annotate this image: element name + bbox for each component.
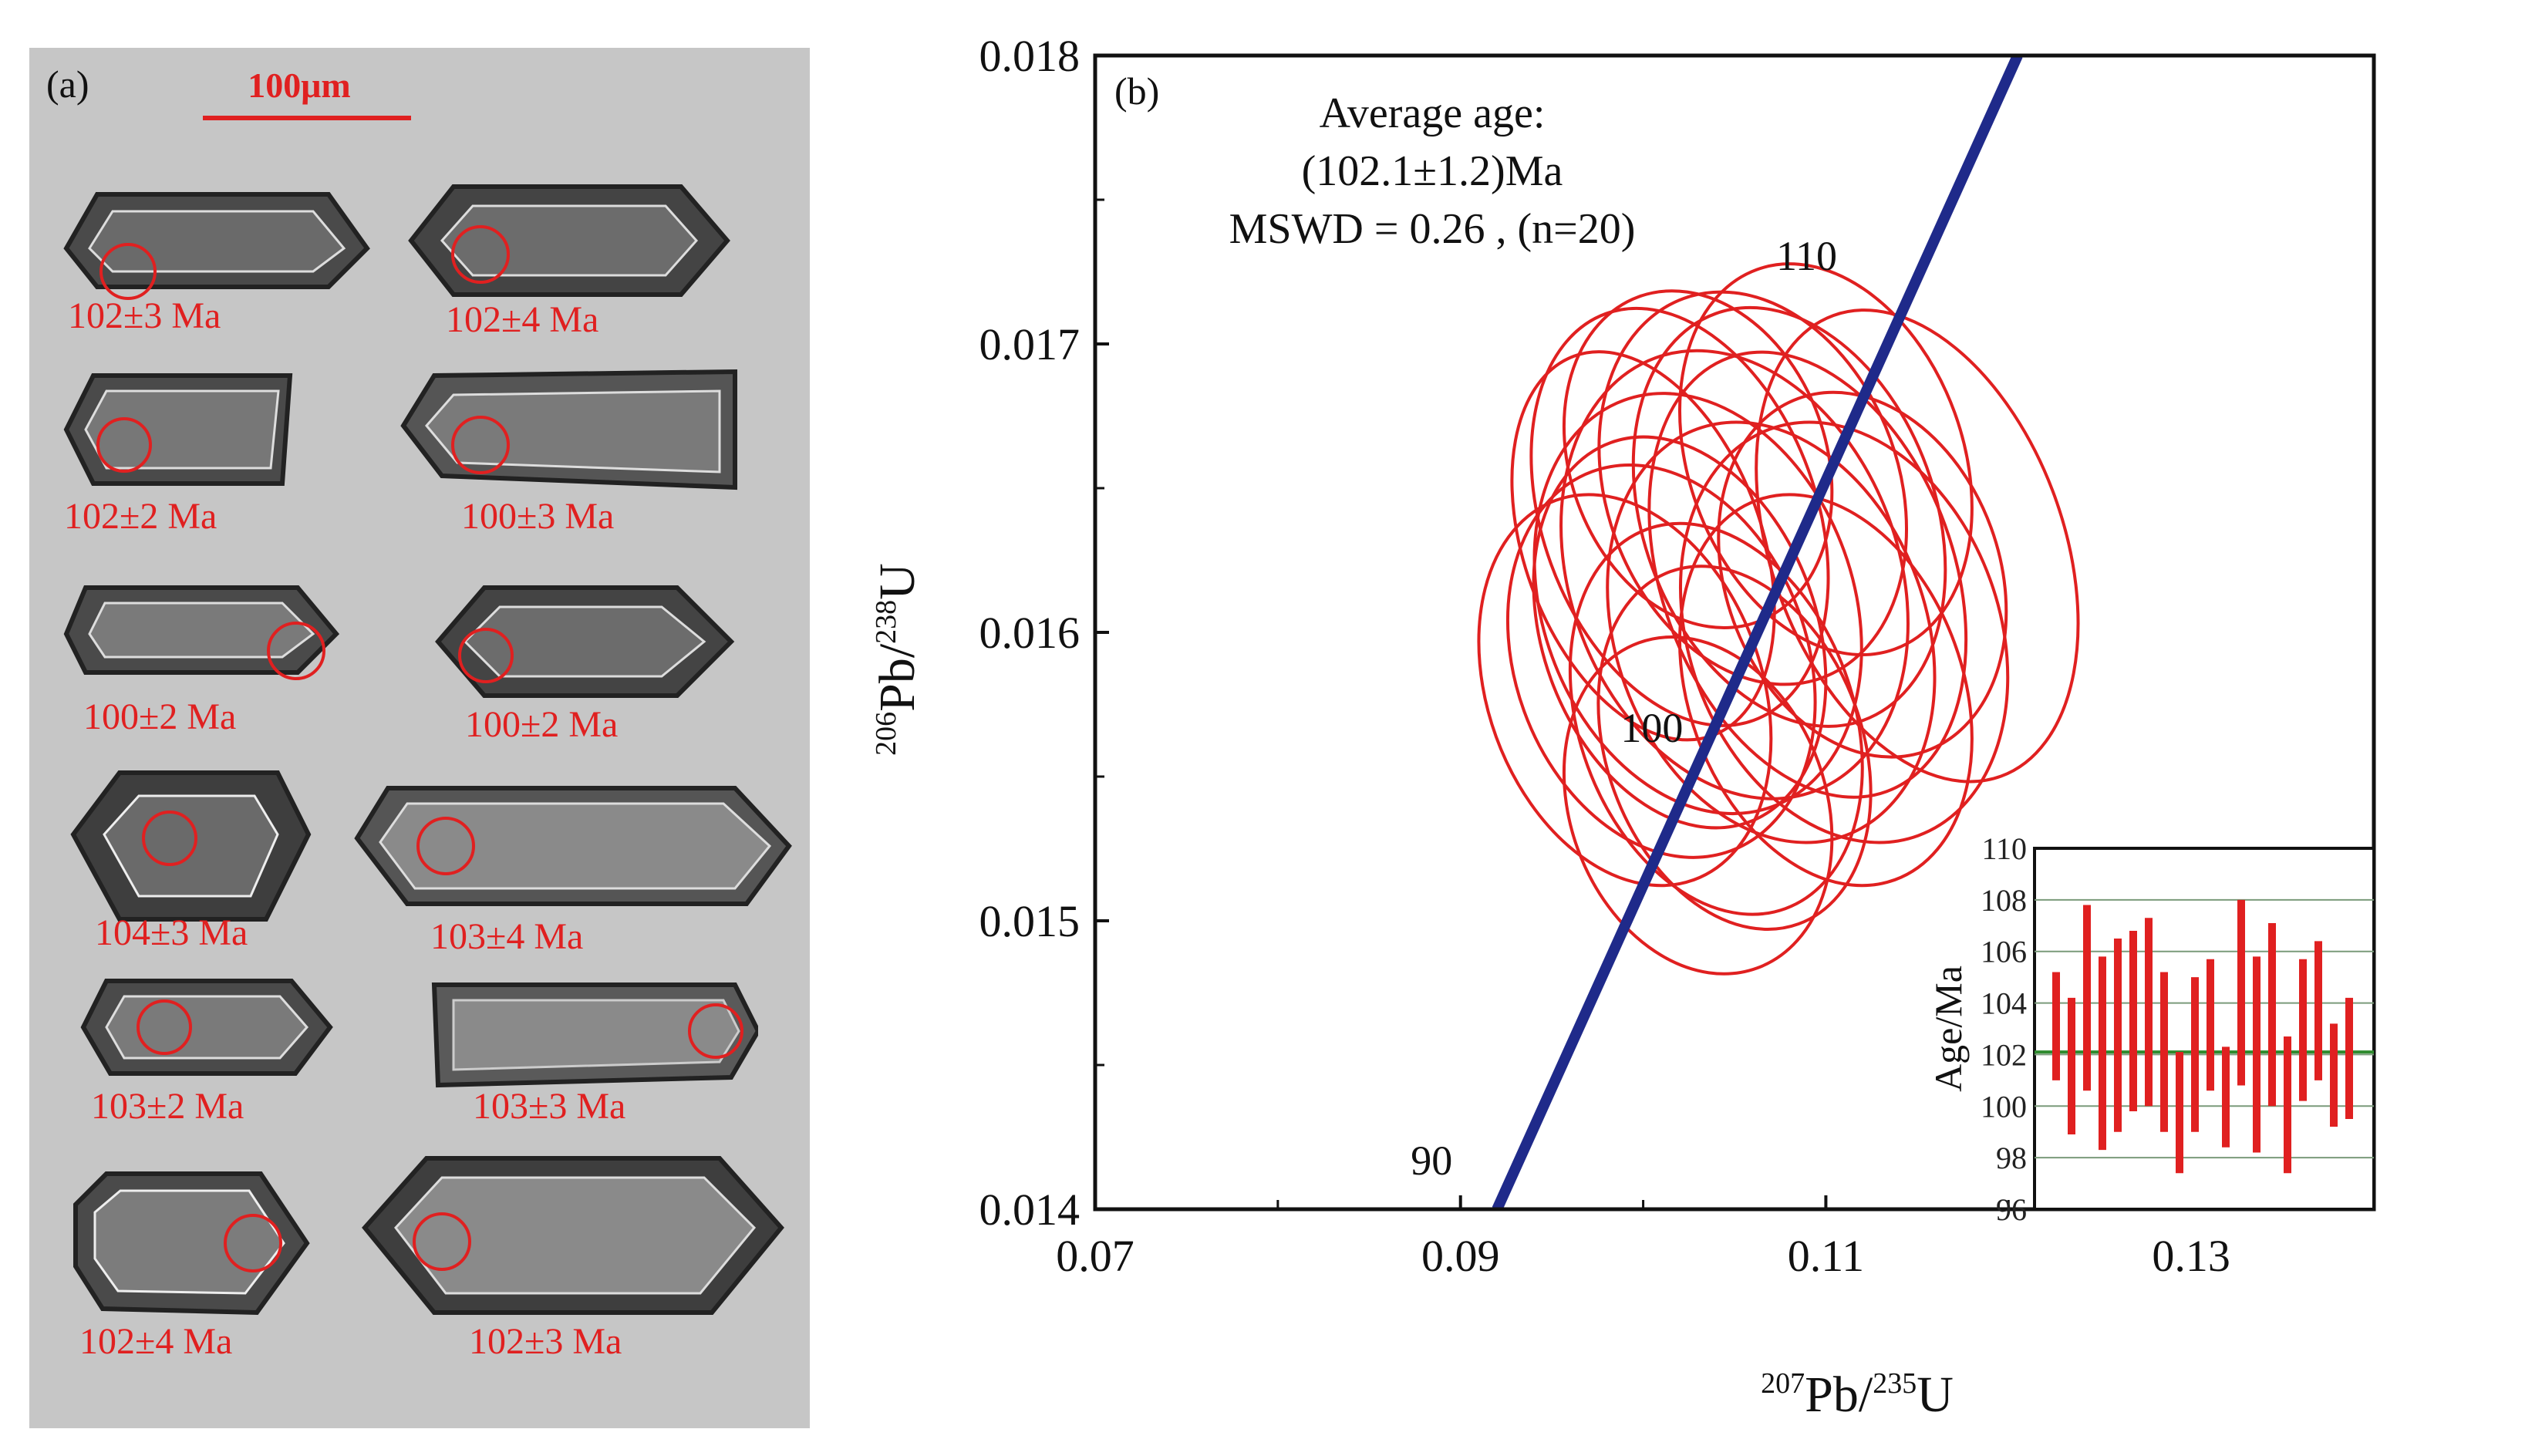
- error-ellipse: [1755, 308, 2080, 784]
- x-tick-label: 0.09: [1421, 1231, 1500, 1281]
- zircon-grain: [63, 192, 370, 300]
- y-axis-label-main2: U: [869, 563, 925, 600]
- error-ellipse: [1532, 392, 1863, 816]
- concordia-age-mark: 110: [1776, 233, 1837, 279]
- inset-y-tick-label: 110: [1981, 831, 2027, 866]
- y-tick-label: 0.014: [979, 1185, 1081, 1235]
- scale-bar: [203, 116, 411, 120]
- zircon-grain: [431, 982, 758, 1088]
- grain-age-label: 103±3 Ma: [473, 1086, 626, 1127]
- average-age-label: Average age:: [1320, 89, 1546, 137]
- error-ellipse: [1568, 521, 1864, 916]
- x-tick-label: 0.13: [2152, 1231, 2230, 1281]
- inset-y-tick-label: 100: [1981, 1089, 2027, 1124]
- error-ellipse: [1647, 350, 1968, 799]
- concordia-age-mark: 100: [1620, 705, 1683, 751]
- inset-y-tick-label: 96: [1996, 1192, 2027, 1227]
- grain-age-label: 102±3 Ma: [68, 295, 221, 336]
- error-ellipse: [1562, 635, 1834, 976]
- inset-y-tick-label: 106: [1981, 935, 2027, 969]
- zircon-grain: [354, 786, 792, 906]
- zircon-grain: [400, 369, 737, 490]
- zircon-grain: [435, 585, 735, 698]
- zircon-grain: [80, 979, 333, 1076]
- grain-age-label: 104±3 Ma: [95, 912, 248, 953]
- concordia-age-mark: 90: [1411, 1138, 1452, 1184]
- error-ellipse: [1532, 435, 1828, 830]
- error-ellipse: [1631, 305, 1947, 728]
- panel-a-label: (a): [46, 62, 89, 106]
- axis-layer: 90 100 110 0.07 0.09 0.11 0.13 0.014 0.015 0.016 0…: [979, 31, 2230, 1281]
- inset-y-tick-label: 98: [1996, 1141, 2027, 1175]
- zircon-cl-panel: (a) 100μm 102±3 Ma 102±4 Ma 102±2 Ma 100…: [29, 48, 810, 1428]
- error-ellipse: [1678, 420, 2010, 844]
- grain-age-label: 103±4 Ma: [430, 916, 584, 957]
- x-tick-label: 0.11: [1788, 1231, 1864, 1281]
- x-axis-label: 207Pb/235U: [1761, 1367, 1954, 1423]
- age-inset-chart: 96 98 100 102 104 106 108 110 Age/Ma: [1927, 831, 2375, 1227]
- y-tick-label: 0.015: [979, 896, 1081, 946]
- scale-bar-label: 100μm: [248, 66, 351, 105]
- y-axis-label: 206Pb/238U: [869, 563, 925, 756]
- zircon-grain: [70, 770, 312, 922]
- x-axis-label-main1: Pb/: [1805, 1367, 1873, 1423]
- y-tick-label: 0.016: [979, 608, 1081, 658]
- error-ellipse: [1678, 262, 1974, 657]
- y-tick-label: 0.018: [979, 31, 1081, 81]
- error-ellipse: [1559, 349, 1910, 800]
- error-ellipse: [1596, 565, 1873, 931]
- x-axis-label-sup2: 235: [1873, 1367, 1917, 1400]
- error-ellipse: [1606, 420, 1937, 844]
- grain-age-label: 100±2 Ma: [83, 696, 237, 737]
- zircon-grain: [408, 184, 730, 297]
- inset-y-tick-label: 104: [1981, 986, 2027, 1021]
- y-axis-label-sup1: 206: [870, 712, 902, 756]
- grain-age-label: 100±3 Ma: [461, 496, 615, 537]
- grain-age-label: 102±4 Ma: [446, 299, 599, 340]
- zircon-grain: [362, 1156, 784, 1315]
- x-axis-label-sup1: 207: [1761, 1367, 1805, 1400]
- grain-age-label: 103±2 Ma: [91, 1086, 244, 1127]
- panel-b-label: (b): [1114, 69, 1159, 113]
- error-ellipse: [1717, 390, 2008, 759]
- x-axis-label-main2: U: [1917, 1367, 1954, 1423]
- x-tick-label: 0.07: [1056, 1231, 1134, 1281]
- y-tick-label: 0.017: [979, 319, 1081, 369]
- grain-age-label: 102±2 Ma: [64, 496, 217, 537]
- mswd-value: MSWD = 0.26 , (n=20): [1229, 205, 1636, 253]
- zircon-grain: [73, 1171, 310, 1316]
- inset-y-axis-label: Age/Ma: [1927, 966, 1970, 1092]
- y-axis-label-sup2: 238: [870, 600, 902, 644]
- inset-y-tick-label: 102: [1981, 1037, 2027, 1072]
- average-age-value: (102.1±1.2)Ma: [1302, 147, 1563, 195]
- ellipse-layer: [1477, 262, 2080, 976]
- grain-age-label: 100±2 Ma: [465, 704, 619, 745]
- y-axis-label-main1: Pb/: [869, 643, 925, 712]
- grain-age-label: 102±3 Ma: [469, 1321, 622, 1362]
- concordia-curve: [1492, 56, 2023, 1209]
- error-ellipse: [1477, 493, 1773, 888]
- grain-age-label: 102±4 Ma: [79, 1321, 233, 1362]
- error-ellipse: [1529, 306, 1830, 727]
- inset-y-tick-label: 108: [1981, 883, 2027, 918]
- error-ellipse: [1505, 463, 1817, 859]
- zircon-grain: [63, 585, 340, 680]
- zircon-grain: [63, 373, 293, 486]
